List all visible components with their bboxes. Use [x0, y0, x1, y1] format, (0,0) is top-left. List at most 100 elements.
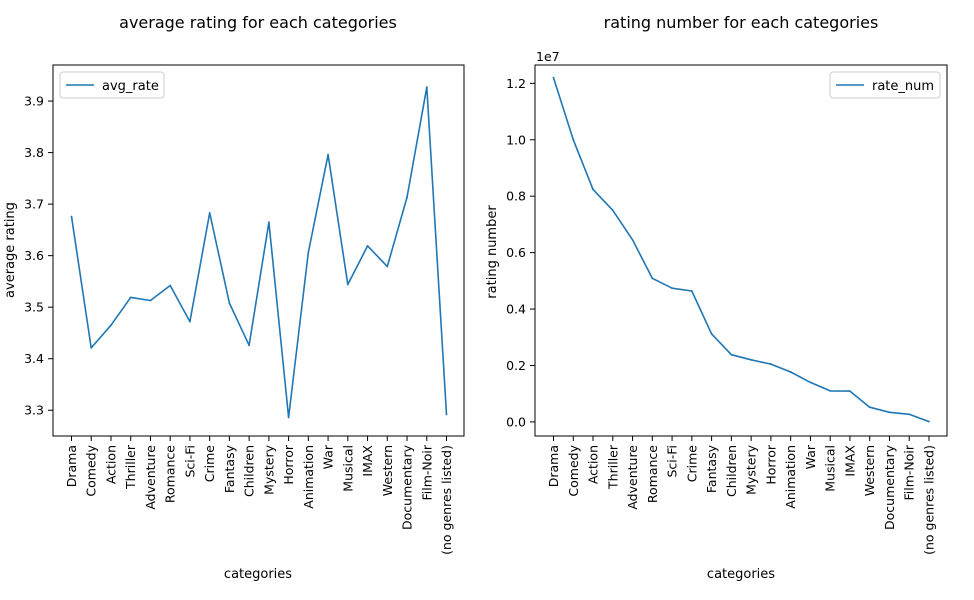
data-point [690, 290, 693, 292]
y-tick-label: 3.3 [24, 403, 44, 418]
legend: avg_rate [59, 71, 165, 99]
chart-rating-number: rating number for each categories 1e7 0.… [485, 13, 948, 582]
legend-box [829, 71, 941, 99]
x-tick-label: Action [103, 445, 118, 484]
data-point [248, 344, 251, 347]
x-tick-label: Romance [163, 445, 178, 503]
x-axis-label: categories [224, 567, 292, 582]
legend: rate_num [829, 71, 941, 99]
y-axis-label: average rating [3, 202, 18, 298]
x-tick-label: Animation [301, 445, 316, 509]
y-tick-label: 1.0 [506, 132, 526, 147]
y-axis: 0.0 0.2 0.4 0.6 0.8 1.0 1.2 [506, 76, 535, 429]
x-tick-label: Documentary [882, 444, 897, 530]
x-tick-label: Comedy [566, 444, 581, 496]
data-point [149, 299, 152, 302]
x-tick-label: IMAX [360, 445, 375, 477]
series-group [552, 76, 930, 423]
data-point [928, 420, 930, 423]
data-point [366, 244, 369, 247]
data-point [445, 413, 448, 416]
data-point [868, 406, 871, 409]
data-point [710, 332, 713, 335]
x-tick-label: Horror [763, 444, 778, 484]
y-tick-label: 1.2 [506, 76, 526, 91]
x-tick-label: Crime [202, 445, 217, 483]
data-point [730, 353, 733, 356]
series-line-rate_num [552, 77, 930, 423]
data-point [888, 411, 891, 414]
data-point [611, 209, 614, 212]
x-tick-label: Adventure [625, 445, 640, 510]
data-point [671, 287, 673, 290]
x-tick-label: Film-Noir [902, 444, 917, 500]
chart-average-rating: average rating for each categories 3.3 3.… [3, 13, 465, 582]
data-point [267, 221, 270, 224]
x-tick-label: Animation [783, 445, 798, 509]
y-axis: 3.3 3.4 3.5 3.6 3.7 3.8 3.9 [24, 94, 53, 418]
x-tick-label: Western [380, 445, 395, 496]
x-tick-label: Thriller [605, 444, 620, 490]
data-point [228, 302, 231, 304]
x-axis: Drama Comedy Action Thriller Adventure Romanc… [546, 436, 937, 555]
plot-frame [534, 64, 948, 437]
x-tick-label: Sci-Fi [182, 445, 197, 478]
data-point [631, 239, 634, 241]
data-point [129, 296, 132, 299]
legend-entry: rate_num [872, 79, 934, 94]
legend-box [59, 71, 165, 99]
data-point [809, 381, 812, 384]
x-tick-label: (no genres listed) [922, 445, 937, 555]
data-point [829, 389, 832, 392]
x-tick-label: Action [586, 445, 601, 484]
series-line-avg_rate [70, 86, 448, 419]
x-tick-label: Documentary [400, 444, 415, 530]
data-point [386, 265, 389, 268]
data-point [346, 283, 349, 286]
data-point [552, 76, 555, 79]
x-tick-label: War [321, 444, 336, 469]
chart-title: rating number for each categories [604, 13, 879, 32]
data-point [169, 284, 172, 287]
data-point [327, 153, 329, 156]
data-point [425, 86, 428, 89]
x-tick-label: Western [862, 445, 877, 496]
x-tick-label: Horror [281, 444, 296, 484]
chart-title: average rating for each categories [119, 13, 397, 32]
y-tick-label: 3.5 [24, 300, 44, 315]
data-point [208, 211, 211, 214]
data-point [769, 363, 772, 365]
y-tick-label: 3.9 [24, 94, 44, 109]
x-tick-label: Fantasy [222, 444, 237, 493]
x-tick-label: Children [724, 445, 739, 497]
y-tick-label: 3.6 [24, 248, 44, 263]
y-tick-label: 0.0 [506, 414, 526, 429]
data-point [110, 324, 112, 327]
x-tick-label: Fantasy [704, 444, 719, 493]
x-tick-label: Comedy [84, 444, 99, 496]
x-axis: Drama Comedy Action Thriller Adventure Romanc… [64, 436, 454, 555]
data-point [307, 251, 310, 254]
data-point [572, 138, 575, 141]
x-tick-label: Romance [645, 445, 660, 503]
y-tick-label: 3.7 [24, 197, 44, 212]
x-tick-label: IMAX [842, 445, 857, 477]
x-tick-label: Mystery [744, 444, 759, 494]
data-point [406, 196, 408, 199]
x-tick-label: (no genres listed) [439, 445, 454, 555]
data-point [90, 346, 93, 349]
legend-entry: avg_rate [102, 79, 159, 94]
series-group [70, 86, 448, 419]
y-axis-label: rating number [485, 205, 500, 299]
x-tick-label: Adventure [143, 445, 158, 510]
data-point [189, 320, 191, 323]
data-point [908, 413, 911, 416]
x-tick-label: Sci-Fi [665, 445, 680, 478]
data-point [287, 416, 290, 419]
y-tick-label: 0.4 [506, 302, 526, 317]
x-tick-label: Crime [684, 445, 699, 483]
y-tick-label: 0.6 [506, 245, 526, 260]
x-tick-label: Thriller [123, 444, 138, 490]
axis-scale-label: 1e7 [536, 49, 560, 64]
